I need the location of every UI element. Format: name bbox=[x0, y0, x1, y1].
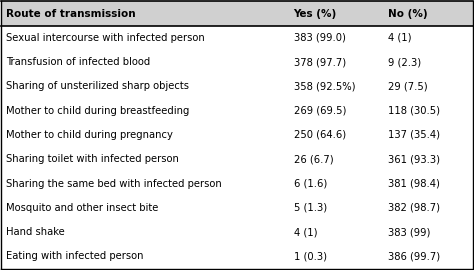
Text: 4 (1): 4 (1) bbox=[293, 227, 317, 237]
Text: Hand shake: Hand shake bbox=[6, 227, 65, 237]
Text: Mosquito and other insect bite: Mosquito and other insect bite bbox=[6, 203, 158, 213]
Text: 382 (98.7): 382 (98.7) bbox=[388, 203, 440, 213]
Text: 361 (93.3): 361 (93.3) bbox=[388, 154, 440, 164]
Text: 378 (97.7): 378 (97.7) bbox=[293, 57, 346, 67]
Text: Route of transmission: Route of transmission bbox=[6, 9, 136, 19]
Text: 137 (35.4): 137 (35.4) bbox=[388, 130, 440, 140]
Text: 6 (1.6): 6 (1.6) bbox=[293, 178, 327, 188]
Text: 383 (99.0): 383 (99.0) bbox=[293, 33, 346, 43]
Text: Sexual intercourse with infected person: Sexual intercourse with infected person bbox=[6, 33, 205, 43]
Text: 269 (69.5): 269 (69.5) bbox=[293, 106, 346, 116]
Text: 358 (92.5%): 358 (92.5%) bbox=[293, 82, 355, 92]
Text: 250 (64.6): 250 (64.6) bbox=[293, 130, 346, 140]
Text: 4 (1): 4 (1) bbox=[388, 33, 411, 43]
Text: Sharing of unsterilized sharp objects: Sharing of unsterilized sharp objects bbox=[6, 82, 189, 92]
Text: 9 (2.3): 9 (2.3) bbox=[388, 57, 421, 67]
Text: No (%): No (%) bbox=[388, 9, 428, 19]
Text: 29 (7.5): 29 (7.5) bbox=[388, 82, 428, 92]
Text: Mother to child during pregnancy: Mother to child during pregnancy bbox=[6, 130, 173, 140]
Text: Sharing toilet with infected person: Sharing toilet with infected person bbox=[6, 154, 179, 164]
Text: Mother to child during breastfeeding: Mother to child during breastfeeding bbox=[6, 106, 190, 116]
Text: 118 (30.5): 118 (30.5) bbox=[388, 106, 440, 116]
Text: 383 (99): 383 (99) bbox=[388, 227, 430, 237]
Text: Eating with infected person: Eating with infected person bbox=[6, 251, 144, 261]
Text: Yes (%): Yes (%) bbox=[293, 9, 337, 19]
Text: Transfusion of infected blood: Transfusion of infected blood bbox=[6, 57, 150, 67]
Text: 386 (99.7): 386 (99.7) bbox=[388, 251, 440, 261]
Text: 381 (98.4): 381 (98.4) bbox=[388, 178, 440, 188]
Text: Sharing the same bed with infected person: Sharing the same bed with infected perso… bbox=[6, 178, 222, 188]
Bar bbox=[1, 1, 473, 26]
Text: 1 (0.3): 1 (0.3) bbox=[293, 251, 327, 261]
Text: 26 (6.7): 26 (6.7) bbox=[293, 154, 333, 164]
Text: 5 (1.3): 5 (1.3) bbox=[293, 203, 327, 213]
